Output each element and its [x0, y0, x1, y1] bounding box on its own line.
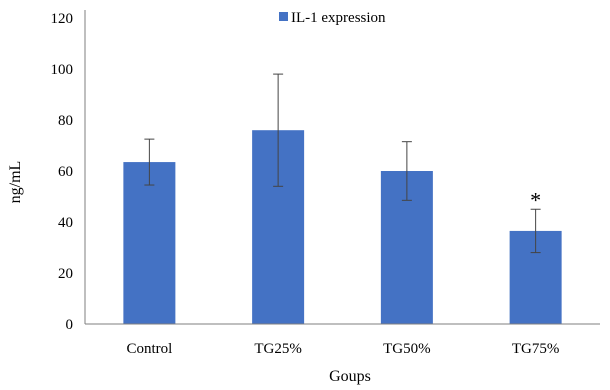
y-tick-label: 80	[58, 113, 73, 129]
y-tick-label: 120	[51, 11, 74, 27]
x-axis-title: Goups	[329, 368, 371, 385]
y-tick-label: 40	[58, 215, 73, 231]
x-tick-label: TG50%	[383, 341, 431, 357]
significance-marker: *	[530, 187, 541, 212]
error-bars-group	[144, 73, 541, 254]
bar	[123, 162, 176, 324]
x-tick-label: Control	[126, 341, 172, 357]
y-tick-label: 60	[58, 164, 73, 180]
legend-swatch	[279, 12, 288, 21]
bars-group	[123, 130, 562, 324]
error-bar	[144, 138, 155, 186]
y-tick-label: 100	[51, 62, 74, 78]
x-tick-label: TG25%	[254, 341, 302, 357]
x-axis-ticks: Control TG25% TG50% TG75%	[126, 341, 559, 357]
y-axis-title: ng/mL	[7, 161, 24, 204]
y-tick-label: 20	[58, 266, 73, 282]
error-bar	[273, 73, 284, 187]
y-axis-ticks: 0 20 40 60 80 100 120	[51, 11, 74, 333]
x-tick-label: TG75%	[512, 341, 560, 357]
annotations-group: *	[530, 187, 541, 212]
error-bar	[401, 141, 412, 201]
legend: IL-1 expression	[279, 10, 386, 26]
error-bar	[530, 208, 541, 254]
y-tick-label: 0	[66, 317, 74, 333]
legend-label: IL-1 expression	[291, 10, 386, 26]
